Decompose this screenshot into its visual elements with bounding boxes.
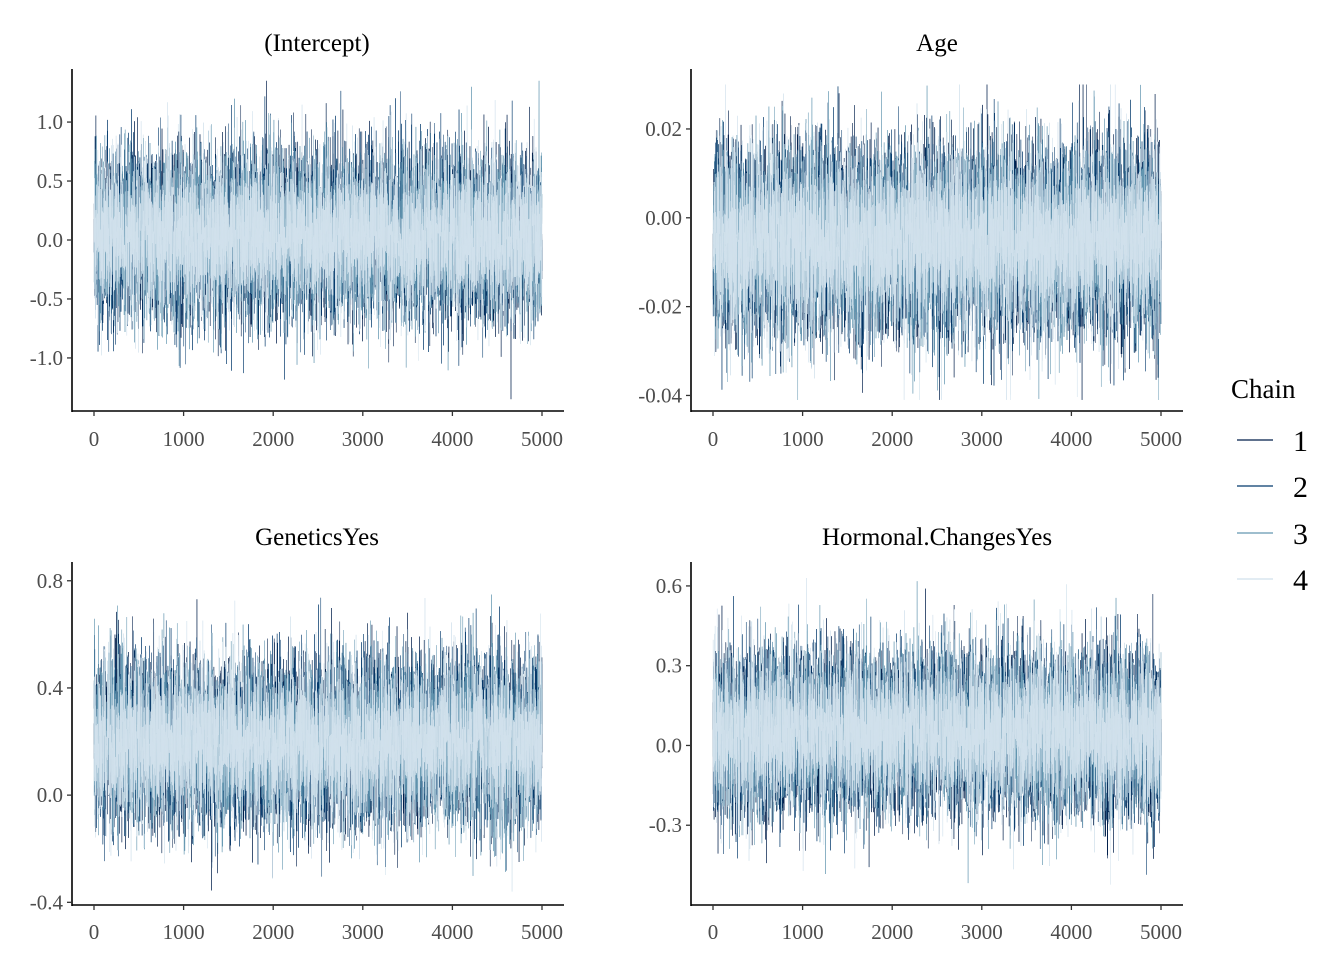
x-tick-label: 3000 xyxy=(961,427,1003,451)
y-tick-label: 0.8 xyxy=(37,569,63,593)
x-tick-label: 1000 xyxy=(782,920,824,944)
y-tick-label: -0.02 xyxy=(638,295,682,319)
trace-lines xyxy=(93,594,543,892)
panel-intercept: (Intercept) -1.0 -0.5 0.0 0.5 1.0 0 1000 2000 300… xyxy=(30,30,564,451)
trace-chain-4 xyxy=(712,84,1162,401)
y-tick-label: 0.3 xyxy=(656,654,682,678)
trace-chain-4 xyxy=(93,597,543,892)
chain-legend: Chain 1 2 3 4 xyxy=(1231,374,1308,597)
x-tick-label: 1000 xyxy=(782,427,824,451)
y-tick-label: 1.0 xyxy=(37,110,63,134)
x-tick-label: 5000 xyxy=(521,920,563,944)
x-tick-label: 0 xyxy=(708,920,719,944)
x-tick-label: 0 xyxy=(89,920,100,944)
x-tick-label: 3000 xyxy=(961,920,1003,944)
x-tick-label: 5000 xyxy=(521,427,563,451)
x-tick-label: 4000 xyxy=(431,920,473,944)
facet-panels: (Intercept) -1.0 -0.5 0.0 0.5 1.0 0 1000 2000 300… xyxy=(30,30,1183,944)
y-tick-label: -0.3 xyxy=(649,813,682,837)
y-tick-label: -0.4 xyxy=(30,890,64,914)
legend-item-3: 3 xyxy=(1237,518,1308,551)
x-tick-label: 2000 xyxy=(871,427,913,451)
x-tick-label: 2000 xyxy=(871,920,913,944)
trace-chain-4 xyxy=(712,577,1162,885)
legend-title: Chain xyxy=(1231,374,1296,404)
y-tick-label: 0.0 xyxy=(656,733,682,757)
panel-genetics-yes: GeneticsYes -0.4 0.0 0.4 0.8 0 1000 2000 3000 400… xyxy=(30,524,564,944)
x-tick-label: 1000 xyxy=(163,920,205,944)
legend-label-chain-4: 4 xyxy=(1293,564,1308,597)
x-tick-label: 2000 xyxy=(252,427,294,451)
trace-chain-4 xyxy=(93,99,543,361)
panel-title: GeneticsYes xyxy=(255,524,379,551)
legend-item-4: 4 xyxy=(1237,564,1308,597)
y-tick-label: 0.0 xyxy=(37,783,63,807)
x-tick-label: 0 xyxy=(89,427,100,451)
x-tick-label: 3000 xyxy=(342,920,384,944)
y-tick-label: 0.4 xyxy=(37,676,64,700)
legend-item-2: 2 xyxy=(1237,471,1308,504)
y-tick-label: -0.04 xyxy=(638,383,682,407)
legend-label-chain-1: 1 xyxy=(1293,425,1308,458)
legend-label-chain-2: 2 xyxy=(1293,471,1308,504)
trace-lines xyxy=(93,80,543,400)
x-tick-label: 5000 xyxy=(1140,427,1182,451)
y-tick-label: 0.6 xyxy=(656,574,682,598)
legend-item-1: 1 xyxy=(1237,425,1308,458)
y-tick-label: 0.0 xyxy=(37,228,63,252)
trace-lines xyxy=(712,577,1162,885)
y-tick-label: -1.0 xyxy=(30,346,63,370)
x-tick-label: 2000 xyxy=(252,920,294,944)
x-tick-label: 4000 xyxy=(1050,920,1092,944)
x-tick-label: 0 xyxy=(708,427,719,451)
x-tick-label: 1000 xyxy=(163,427,205,451)
y-tick-label: 0.00 xyxy=(645,206,682,230)
x-tick-label: 3000 xyxy=(342,427,384,451)
panel-age: Age -0.04 -0.02 0.00 0.02 0 1000 2000 3000 4000 50… xyxy=(638,30,1183,451)
panel-hormonal-changes-yes: Hormonal.ChangesYes -0.3 0.0 0.3 0.6 0 1000 200… xyxy=(649,524,1183,944)
panel-title: Hormonal.ChangesYes xyxy=(822,524,1052,551)
y-tick-label: 0.02 xyxy=(645,117,682,141)
y-tick-label: -0.5 xyxy=(30,287,63,311)
panel-title: (Intercept) xyxy=(264,30,369,57)
trace-lines xyxy=(712,84,1162,401)
legend-label-chain-3: 3 xyxy=(1293,518,1308,551)
x-tick-label: 4000 xyxy=(1050,427,1092,451)
y-tick-label: 0.5 xyxy=(37,169,63,193)
x-tick-label: 4000 xyxy=(431,427,473,451)
panel-title: Age xyxy=(916,30,958,57)
x-tick-label: 5000 xyxy=(1140,920,1182,944)
